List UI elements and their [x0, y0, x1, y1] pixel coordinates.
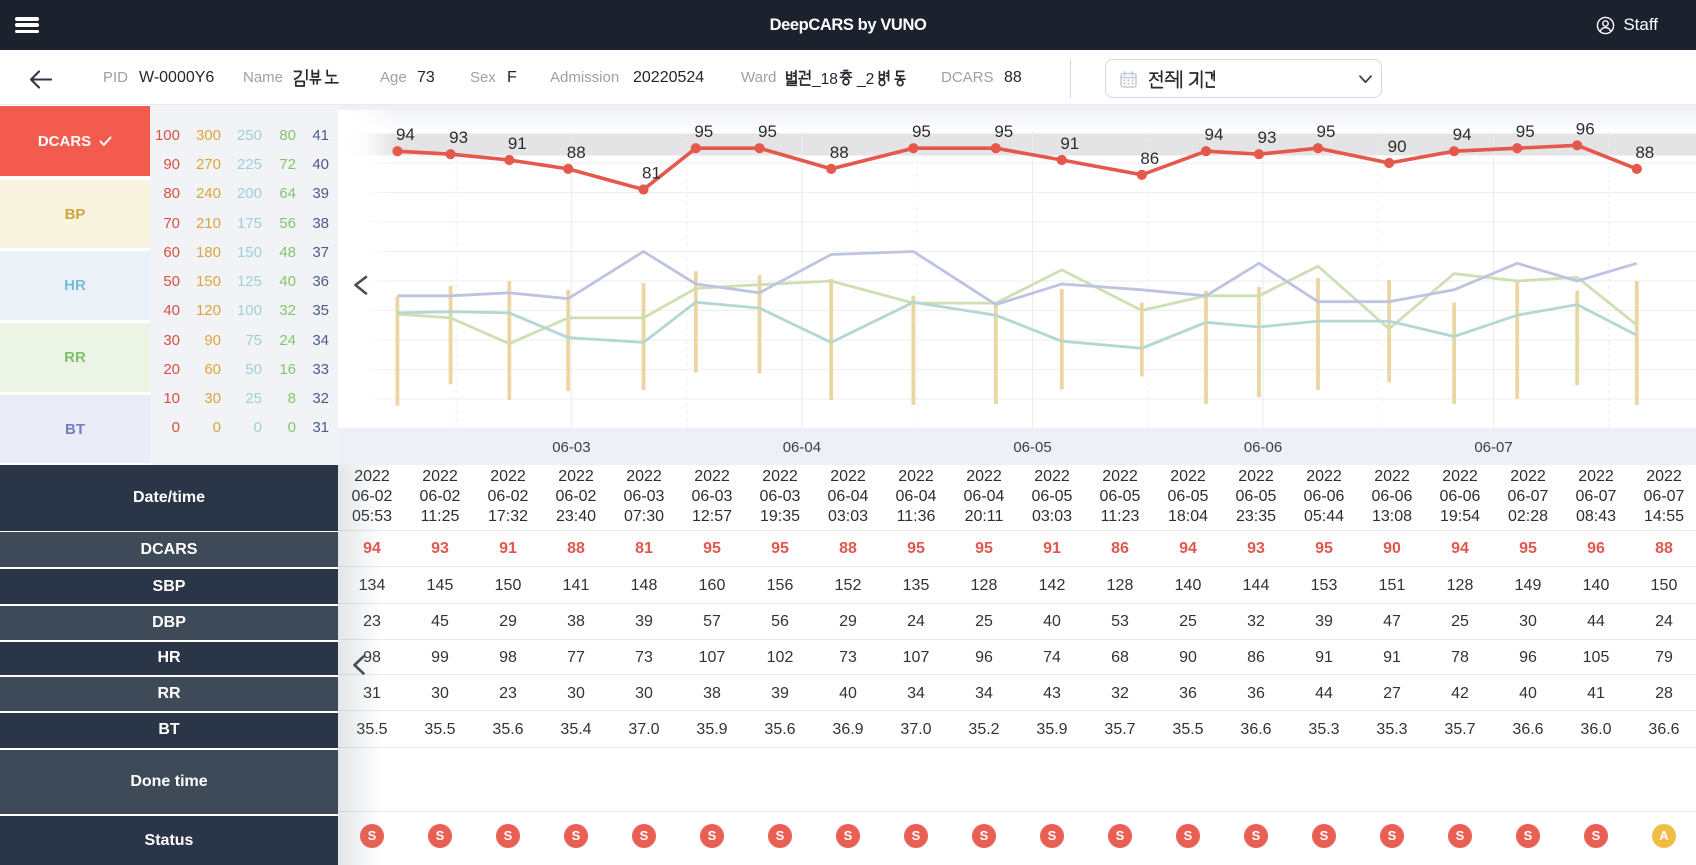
- svg-text:91: 91: [508, 134, 527, 153]
- svg-text:95: 95: [994, 122, 1013, 141]
- svg-text:06-05: 06-05: [1013, 439, 1051, 456]
- svg-text:_2: _2: [856, 71, 874, 88]
- svg-text:06-03: 06-03: [552, 439, 590, 456]
- svg-text:86: 86: [1140, 149, 1159, 168]
- svg-text:93: 93: [1258, 128, 1277, 147]
- svg-text:90: 90: [1388, 137, 1407, 156]
- svg-text:_18: _18: [811, 71, 838, 88]
- svg-text:95: 95: [1516, 122, 1535, 141]
- svg-text:81: 81: [642, 164, 661, 183]
- svg-text:88: 88: [830, 143, 849, 162]
- svg-text:06-07: 06-07: [1474, 439, 1512, 456]
- svg-text:94: 94: [396, 125, 415, 144]
- svg-text:88: 88: [567, 143, 586, 162]
- svg-text:93: 93: [449, 128, 468, 147]
- svg-text:88: 88: [1635, 143, 1654, 162]
- svg-text:06-04: 06-04: [783, 439, 821, 456]
- svg-text:95: 95: [694, 122, 713, 141]
- svg-text:94: 94: [1453, 125, 1472, 144]
- svg-text:06-06: 06-06: [1244, 439, 1282, 456]
- svg-text:95: 95: [912, 122, 931, 141]
- svg-text:96: 96: [1576, 119, 1595, 138]
- svg-text:91: 91: [1060, 134, 1079, 153]
- svg-text:94: 94: [1205, 125, 1224, 144]
- svg-text:95: 95: [1317, 122, 1336, 141]
- svg-text:95: 95: [758, 122, 777, 141]
